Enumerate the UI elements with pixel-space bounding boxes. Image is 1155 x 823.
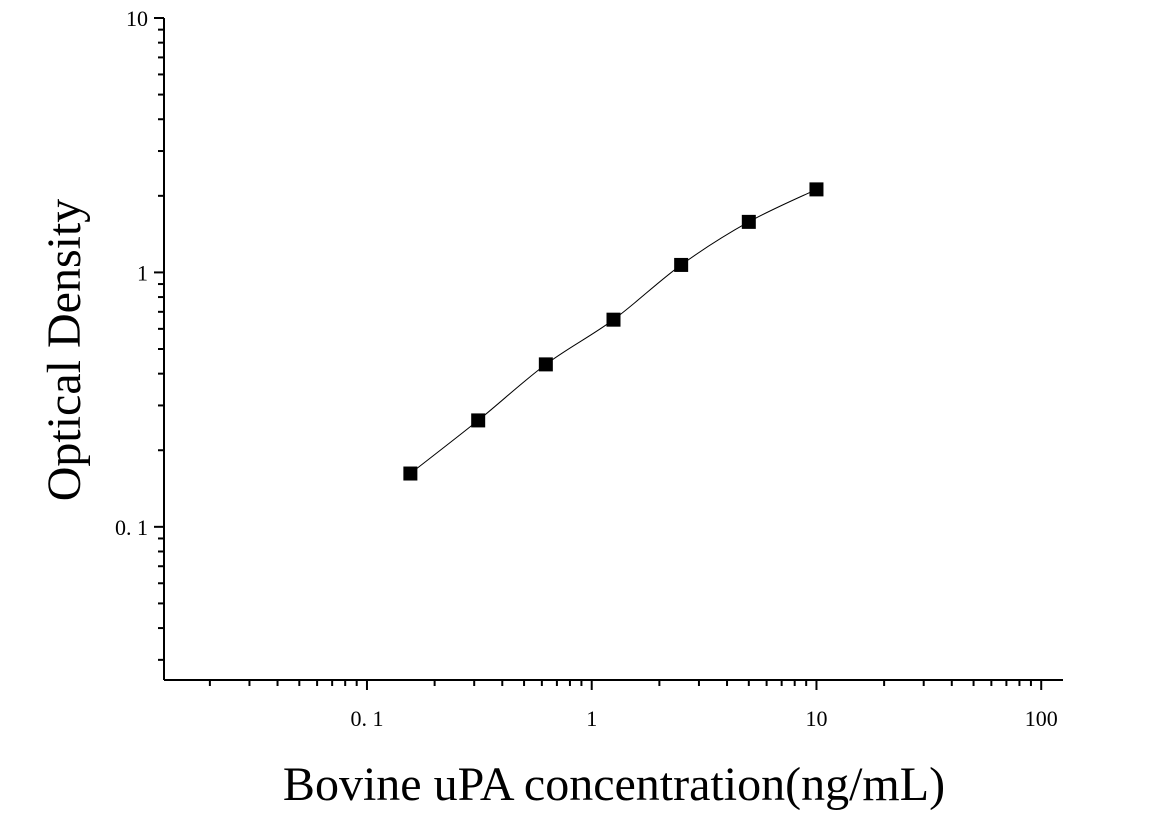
fit-curve xyxy=(410,188,817,474)
data-point xyxy=(471,413,486,428)
y-tick-label: 0. 1 xyxy=(115,515,148,540)
data-point xyxy=(538,357,553,372)
y-tick-label: 10 xyxy=(126,6,148,31)
x-tick-label: 0. 1 xyxy=(350,706,383,731)
data-point xyxy=(674,257,689,272)
data-point xyxy=(606,312,621,327)
x-axis-title: Bovine uPA concentration(ng/mL) xyxy=(283,758,945,811)
data-point xyxy=(403,466,418,481)
data-point xyxy=(741,214,756,229)
axes xyxy=(163,18,1063,681)
data-points xyxy=(403,182,824,481)
tick-labels: 0. 1 1 10 100 0. 1 1 10 xyxy=(115,6,1058,731)
data-point xyxy=(809,182,824,197)
y-tick-label: 1 xyxy=(137,260,148,285)
x-tick-label: 100 xyxy=(1025,706,1058,731)
x-tick-label: 10 xyxy=(805,706,827,731)
y-axis-title: Optical Density xyxy=(38,199,91,502)
ticks xyxy=(154,17,1043,690)
x-tick-label: 1 xyxy=(586,706,597,731)
